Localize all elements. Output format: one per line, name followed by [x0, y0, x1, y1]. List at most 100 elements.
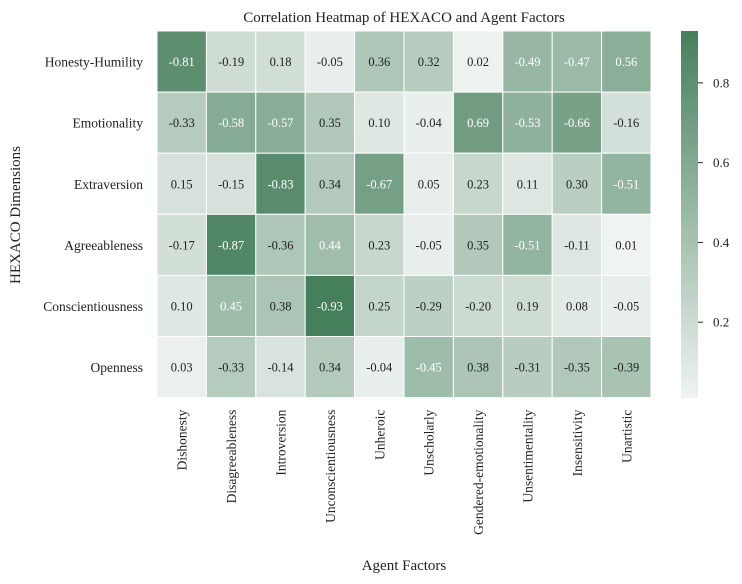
colorbar-gradient: [681, 31, 698, 398]
cell-value-label: 0.35: [319, 116, 341, 130]
column-tick-label: Unartistic: [619, 410, 634, 463]
heatmap-cell: [551, 213, 603, 276]
column-tick-label: Unheroic: [372, 410, 387, 460]
cell-value-label: -0.51: [613, 177, 639, 191]
x-axis-label: Agent Factors: [362, 558, 447, 574]
cell-value-label: -0.57: [267, 116, 293, 130]
cell-value-label: -0.05: [416, 238, 442, 252]
cell-value-label: 0.32: [418, 55, 440, 69]
heatmap-cell: [255, 336, 306, 399]
cell-value-label: 0.08: [566, 299, 588, 313]
heatmap-cell: [255, 152, 306, 215]
heatmap-cell: [601, 336, 652, 399]
colorbar-tick-label: 0.4: [713, 235, 730, 250]
column-tick-label: Insensitivity: [570, 409, 585, 476]
heatmap-cell: [502, 30, 553, 93]
cell-value-label: 0.25: [368, 299, 390, 313]
cell-value-label: 0.36: [368, 55, 390, 69]
heatmap-cell: [502, 274, 553, 337]
heatmap-cell: [205, 274, 257, 337]
cell-value-label: 0.01: [615, 238, 637, 252]
cell-value-label: -0.33: [169, 116, 195, 130]
cell-value-label: -0.47: [564, 55, 590, 69]
heatmap-cell: [403, 30, 454, 93]
chart-title: Correlation Heatmap of HEXACO and Agent …: [243, 10, 565, 26]
cell-value-label: 0.69: [467, 116, 489, 130]
cell-value-label: -0.49: [514, 55, 540, 69]
heatmap-cell: [255, 30, 306, 93]
heatmap-cell: [156, 30, 207, 93]
cell-value-label: 0.23: [467, 177, 489, 191]
heatmap-cell: [156, 213, 207, 276]
heatmap-cell: [551, 91, 603, 154]
cell-value-label: 0.15: [171, 177, 193, 191]
cell-value-label: 0.03: [171, 361, 193, 375]
heatmap-cell: [156, 336, 207, 399]
cell-value-label: 0.34: [319, 177, 342, 191]
heatmap-cell: [452, 336, 504, 399]
column-tick-labels: Dishonesty Disagreeableness Introversion Un…: [175, 409, 635, 534]
heatmap-cell: [551, 152, 603, 215]
cell-value-label: -0.29: [416, 299, 442, 313]
heatmap-cell: [502, 152, 553, 215]
column-tick-label: Unscholarly: [422, 409, 437, 475]
heatmap-cell: [205, 152, 257, 215]
cell-value-label: 0.38: [270, 299, 292, 313]
heatmap-cell: [452, 213, 504, 276]
heatmap-cell: [205, 91, 257, 154]
cell-value-label: -0.16: [613, 116, 639, 130]
colorbar-tick-label: 0.6: [713, 155, 730, 170]
colorbar-tick-label: 0.2: [713, 315, 729, 330]
colorbar-ticks: 0.2 0.4 0.6 0.8: [698, 75, 730, 330]
column-tick-label: Dishonesty: [175, 409, 190, 470]
cell-value-label: 0.56: [615, 55, 637, 69]
cell-value-label: -0.31: [514, 361, 540, 375]
heatmap-cell: [304, 336, 356, 399]
cell-value-label: -0.19: [218, 55, 244, 69]
cell-value-label: -0.05: [613, 299, 639, 313]
heatmap-cell: [551, 336, 603, 399]
heatmap-cell: [304, 91, 356, 154]
column-tick-label: Unconscientiousness: [323, 410, 338, 523]
cell-value-label: 0.44: [319, 238, 342, 252]
cell-value-label: 0.38: [467, 361, 489, 375]
heatmap-cell: [551, 274, 603, 337]
heatmap-cell: [205, 30, 257, 93]
cell-value-label: -0.83: [267, 177, 293, 191]
heatmap-cell: [452, 152, 504, 215]
cell-value-label: -0.04: [416, 116, 443, 130]
cell-value-label: 0.19: [517, 299, 539, 313]
cell-value-label: -0.58: [218, 116, 244, 130]
heatmap-cell: [156, 152, 207, 215]
cell-value-label: -0.33: [218, 361, 244, 375]
y-axis-label: HEXACO Dimensions: [8, 146, 24, 284]
heatmap-cell: [452, 91, 504, 154]
heatmap-cell: [601, 152, 652, 215]
heatmap-cell: [403, 213, 454, 276]
cell-value-label: 0.34: [319, 361, 342, 375]
cell-value-label: -0.93: [317, 299, 343, 313]
colorbar-tick-label: 0.8: [713, 75, 729, 90]
cell-value-label: -0.05: [317, 55, 343, 69]
row-tick-label: Conscientiousness: [43, 299, 143, 314]
heatmap-cell: [403, 274, 454, 337]
cell-value-label: 0.23: [368, 238, 390, 252]
cell-value-label: -0.87: [218, 238, 244, 252]
cell-value-label: 0.10: [171, 299, 193, 313]
cell-value-label: -0.36: [267, 238, 293, 252]
cell-value-label: 0.35: [467, 238, 489, 252]
heatmap-cell: [354, 336, 405, 399]
cell-value-label: -0.66: [564, 116, 590, 130]
heatmap-cells: -0.81 -0.19 0.18 -0.05 0.36 0.32 0.02 -0.49 -0.4…: [156, 30, 652, 399]
row-tick-label: Emotionality: [73, 116, 144, 131]
cell-value-label: 0.05: [418, 177, 440, 191]
heatmap-cell: [502, 91, 553, 154]
cell-value-label: -0.14: [267, 361, 294, 375]
cell-value-label: -0.45: [416, 361, 442, 375]
cell-value-label: -0.17: [169, 238, 195, 252]
column-tick-label: Unsentimentality: [521, 409, 536, 502]
row-tick-label: Extraversion: [74, 177, 143, 192]
cell-value-label: -0.51: [514, 238, 540, 252]
column-tick-label: Gendered-emotionality: [471, 409, 486, 534]
